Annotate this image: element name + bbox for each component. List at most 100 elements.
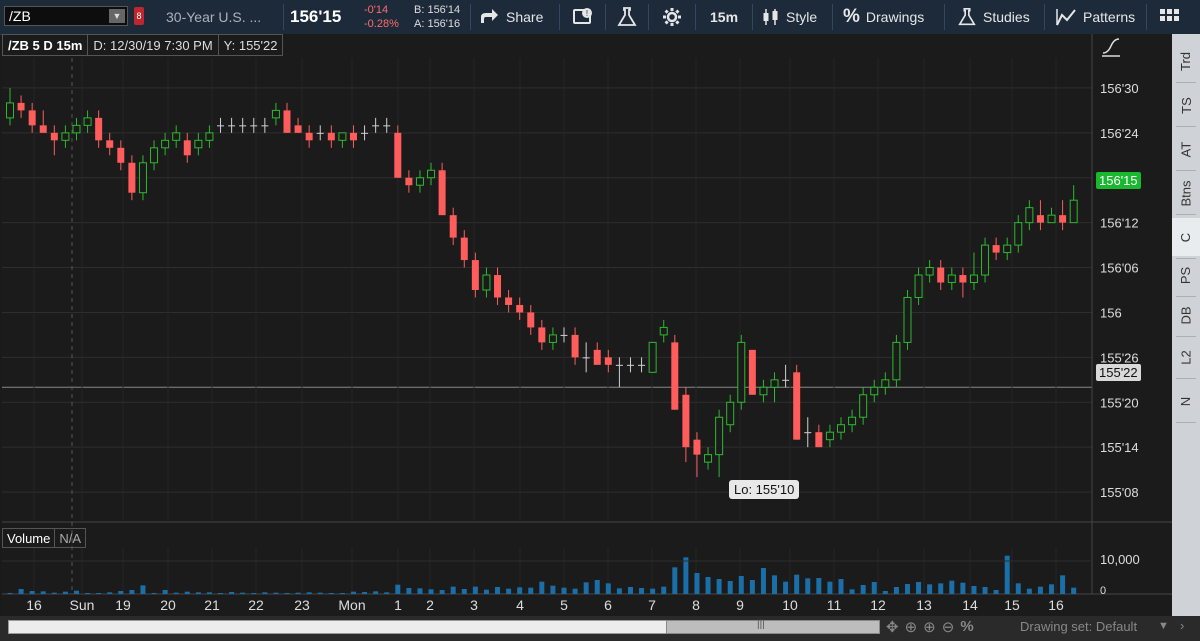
right-tab-label: Btns <box>1178 179 1194 207</box>
time-tick-label: 9 <box>736 597 744 613</box>
candle <box>50 125 58 156</box>
volume-bar <box>1071 587 1077 594</box>
candle <box>560 327 568 343</box>
settings-button[interactable] <box>662 0 682 34</box>
volume-zero-label: 0 <box>1100 585 1107 597</box>
volume-bar <box>107 592 113 594</box>
volume-bar <box>949 580 955 594</box>
candle <box>1014 215 1023 253</box>
right-tab-l2[interactable]: L2 <box>1172 338 1200 376</box>
low-price-bubble: Lo: 155'10 <box>729 480 800 499</box>
symbol-input[interactable]: /ZB ▼ <box>4 6 128 26</box>
volume-bar <box>616 588 622 594</box>
ask-price: A: 156'16 <box>414 17 461 30</box>
volume-bar <box>1060 575 1066 594</box>
candle <box>604 349 612 373</box>
candle <box>892 334 901 388</box>
chevron-right-icon[interactable]: › <box>1180 618 1185 633</box>
right-tab-ts[interactable]: TS <box>1172 86 1200 124</box>
candle <box>150 140 159 171</box>
right-tab-btns[interactable]: Btns <box>1172 174 1200 212</box>
candle <box>39 110 47 133</box>
zoom-in-icon[interactable]: ⊕ <box>923 619 936 636</box>
volume-bar <box>350 591 356 594</box>
scrollbar-thumb[interactable]: ||| <box>666 619 880 634</box>
time-tick-label: 10 <box>782 597 798 613</box>
candle <box>383 117 391 133</box>
volume-bar <box>428 589 434 594</box>
volume-bar <box>417 588 423 594</box>
right-tab-db[interactable]: DB <box>1172 296 1200 334</box>
volume-bar <box>816 578 822 594</box>
chevron-down-icon[interactable]: ▼ <box>1158 620 1169 632</box>
price-tick-label: 156'30 <box>1100 81 1139 96</box>
notes-button[interactable]: ! <box>572 0 594 34</box>
right-tab-c[interactable]: C <box>1172 218 1200 256</box>
candle <box>571 327 579 365</box>
move-icon[interactable]: ✥ <box>886 619 899 636</box>
chart-area[interactable]: 16 Sun 19 20 21 22 23 Mon 1 2 3 4 5 6 7 8 9 10 11 12 13 14 15 1… <box>2 34 1172 616</box>
volume-bar <box>461 589 467 594</box>
price-tick-label: 155'08 <box>1100 485 1139 500</box>
volume-bar <box>805 578 811 594</box>
flask-button[interactable] <box>616 0 638 34</box>
candle <box>947 267 956 290</box>
candle <box>217 117 225 133</box>
candle <box>6 87 14 126</box>
volume-bar <box>51 592 57 594</box>
volume-bar <box>650 588 656 594</box>
last-price: 156'15 <box>290 7 342 26</box>
candle <box>305 125 313 148</box>
link-color-icon[interactable]: 8 <box>134 7 144 25</box>
volume-bar <box>539 581 545 594</box>
volume-bar <box>705 577 711 594</box>
net-change: -0'14 <box>364 3 389 16</box>
volume-bar <box>849 589 855 594</box>
candle <box>117 140 125 171</box>
time-tick-label: 12 <box>870 597 886 613</box>
volume-bar <box>439 590 445 594</box>
right-tab-n[interactable]: N <box>1172 382 1200 420</box>
price-tick-label: 155'26 <box>1100 350 1139 365</box>
volume-bar <box>362 592 368 594</box>
timeframe-button[interactable]: 15m <box>710 9 739 25</box>
studies-button[interactable]: Studies <box>957 0 1030 34</box>
right-tab-trd[interactable]: Trd <box>1172 42 1200 80</box>
right-tab-label: Trd <box>1178 51 1194 71</box>
style-label: Style <box>786 9 818 25</box>
time-tick-label: 7 <box>648 597 656 613</box>
chevron-down-icon[interactable]: ▼ <box>109 9 125 23</box>
price-chart[interactable]: 16 Sun 19 20 21 22 23 Mon 1 2 3 4 5 6 7 8 9 10 11 12 13 14 15 1… <box>2 34 1172 616</box>
patterns-button[interactable]: Patterns <box>1055 0 1135 34</box>
time-tick-label: 15 <box>1004 597 1020 613</box>
volume-bar <box>306 592 312 594</box>
volume-bar <box>871 582 877 594</box>
autoscale-button[interactable] <box>1100 36 1122 58</box>
candle <box>415 170 424 193</box>
style-button[interactable]: Style <box>762 0 817 34</box>
candles-icon <box>763 9 778 25</box>
candle <box>239 117 247 133</box>
volume-bar <box>450 586 456 594</box>
candle <box>615 357 623 388</box>
more-button[interactable] <box>1158 0 1188 34</box>
percent-icon: % <box>843 6 860 27</box>
time-tick-label: 5 <box>560 597 568 613</box>
right-tab-at[interactable]: AT <box>1172 130 1200 168</box>
candle <box>194 132 203 156</box>
drawings-button[interactable]: % Drawings <box>843 0 924 34</box>
volume-bar <box>561 587 567 594</box>
zoom-out-icon[interactable]: ⊖ <box>941 619 955 636</box>
percent-icon[interactable]: % <box>960 618 974 635</box>
volume-bar <box>140 585 146 594</box>
right-tab-ps[interactable]: PS <box>1172 256 1200 294</box>
volume-bar <box>993 590 999 594</box>
crosshair-icon[interactable]: ⊕ <box>904 619 918 636</box>
candle <box>405 170 413 193</box>
share-button[interactable]: Share <box>478 0 543 34</box>
volume-bar <box>904 584 910 594</box>
candle <box>1059 200 1067 231</box>
volume-bar <box>982 587 988 594</box>
volume-bar <box>129 590 135 594</box>
candle <box>494 267 502 305</box>
